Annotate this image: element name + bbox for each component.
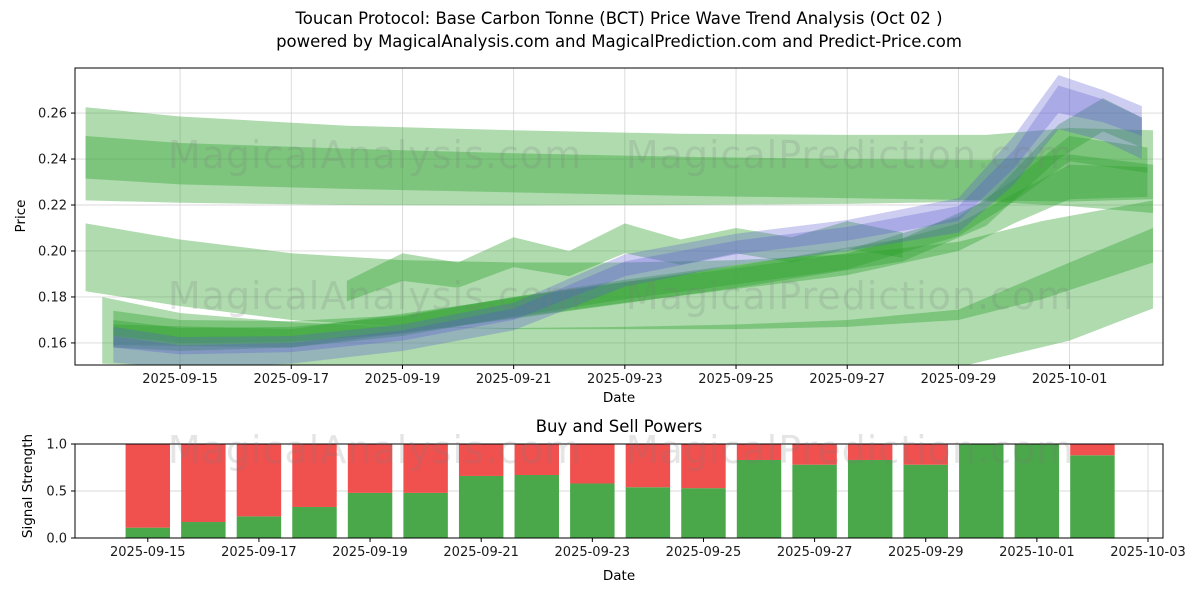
svg-text:2025-09-19: 2025-09-19 xyxy=(365,372,441,387)
signal-axis-label: Signal Strength xyxy=(20,433,36,539)
figure-title-line1: Toucan Protocol: Base Carbon Tonne (BCT)… xyxy=(295,9,943,28)
svg-text:0.24: 0.24 xyxy=(38,153,67,168)
buy-bar xyxy=(1014,444,1060,538)
svg-text:0.0: 0.0 xyxy=(46,532,67,547)
svg-text:0.20: 0.20 xyxy=(38,244,67,259)
price-bands xyxy=(85,75,1153,365)
buy-bar xyxy=(1070,455,1115,538)
svg-text:2025-09-27: 2025-09-27 xyxy=(777,545,853,560)
svg-text:2025-09-23: 2025-09-23 xyxy=(587,372,663,387)
buy-bar xyxy=(959,444,1004,538)
sell-bar xyxy=(903,444,948,465)
signal-chart-title: Buy and Sell Powers xyxy=(535,417,703,436)
buy-bar xyxy=(236,516,282,538)
buy-bar xyxy=(292,506,337,538)
sell-bar xyxy=(792,444,837,465)
band-trend-green-3 xyxy=(113,98,1142,348)
svg-text:2025-09-17: 2025-09-17 xyxy=(221,545,297,560)
svg-text:0.16: 0.16 xyxy=(38,336,67,351)
band-trend-green-2 xyxy=(113,136,1148,351)
svg-text:2025-09-19: 2025-09-19 xyxy=(332,545,408,560)
sell-bar xyxy=(236,444,282,517)
band-trend-blue-1 xyxy=(113,75,1142,355)
buy-bar xyxy=(736,459,782,538)
signal-bars xyxy=(125,444,1115,538)
buy-bar xyxy=(458,475,504,538)
buy-bar xyxy=(625,487,671,538)
price-xaxis-label: Date xyxy=(602,390,636,406)
sell-bar xyxy=(1070,444,1115,456)
buy-bar xyxy=(125,527,171,538)
price-grid xyxy=(75,68,1163,365)
buy-bar xyxy=(847,459,893,538)
band-trend-green-1 xyxy=(113,164,1148,343)
buy-bar xyxy=(792,464,837,538)
sell-bar xyxy=(625,444,671,488)
buy-bar xyxy=(347,492,393,538)
svg-text:2025-09-23: 2025-09-23 xyxy=(555,545,631,560)
buy-bar xyxy=(681,488,726,538)
sell-bar xyxy=(125,444,171,528)
svg-text:2025-09-25: 2025-09-25 xyxy=(666,545,742,560)
sell-bar xyxy=(736,444,782,460)
buy-bar xyxy=(570,483,615,538)
band-mid-envelope xyxy=(85,200,1153,330)
signal-ticks: 2025-09-15 2025-09-17 2025-09-19 2025-09-21… xyxy=(46,438,1185,561)
figure-title-line2: powered by MagicalAnalysis.com and Magic… xyxy=(276,32,962,51)
band-trend-blue-2 xyxy=(113,85,1142,365)
svg-text:2025-09-15: 2025-09-15 xyxy=(110,545,186,560)
svg-text:2025-09-25: 2025-09-25 xyxy=(698,372,774,387)
svg-text:2025-10-03: 2025-10-03 xyxy=(1110,545,1186,560)
svg-text:0.5: 0.5 xyxy=(46,485,67,500)
band-upper-envelope xyxy=(85,107,1153,214)
signal-xaxis-label: Date xyxy=(602,568,636,584)
sell-bar xyxy=(347,444,393,493)
svg-text:1.0: 1.0 xyxy=(46,438,67,453)
sell-bar xyxy=(514,444,559,476)
svg-text:2025-09-29: 2025-09-29 xyxy=(888,545,964,560)
buy-bar xyxy=(403,492,448,538)
buy-bar xyxy=(181,522,226,538)
buy-bar xyxy=(514,475,559,538)
sell-bar xyxy=(570,444,615,484)
svg-text:2025-10-01: 2025-10-01 xyxy=(999,545,1075,560)
svg-text:2025-09-29: 2025-09-29 xyxy=(921,372,997,387)
price-ticks: 2025-09-15 2025-09-17 2025-09-19 2025-09-21… xyxy=(38,107,1107,387)
sell-bar xyxy=(403,444,448,493)
sell-bar xyxy=(681,444,726,489)
band-lower-envelope xyxy=(102,227,1153,365)
signal-chart: 2025-09-15 2025-09-17 2025-09-19 2025-09-21… xyxy=(46,438,1185,561)
sell-bar xyxy=(181,444,226,523)
sell-bar xyxy=(292,444,337,507)
band-wave-zigzag xyxy=(346,221,903,302)
svg-text:2025-10-01: 2025-10-01 xyxy=(1032,372,1108,387)
svg-text:2025-09-21: 2025-09-21 xyxy=(443,545,519,560)
price-chart: 2025-09-15 2025-09-17 2025-09-19 2025-09-21… xyxy=(38,67,1164,387)
svg-text:0.22: 0.22 xyxy=(38,199,67,214)
svg-text:0.26: 0.26 xyxy=(38,107,67,122)
svg-text:0.18: 0.18 xyxy=(38,290,67,305)
sell-bar xyxy=(458,444,504,476)
sell-bar xyxy=(847,444,893,460)
svg-text:2025-09-27: 2025-09-27 xyxy=(809,372,885,387)
price-axis-label: Price xyxy=(13,199,29,233)
band-upper-core xyxy=(85,136,1153,202)
buy-bar xyxy=(903,464,948,538)
svg-text:2025-09-15: 2025-09-15 xyxy=(142,372,218,387)
svg-text:2025-09-21: 2025-09-21 xyxy=(476,372,552,387)
svg-text:2025-09-17: 2025-09-17 xyxy=(253,372,329,387)
